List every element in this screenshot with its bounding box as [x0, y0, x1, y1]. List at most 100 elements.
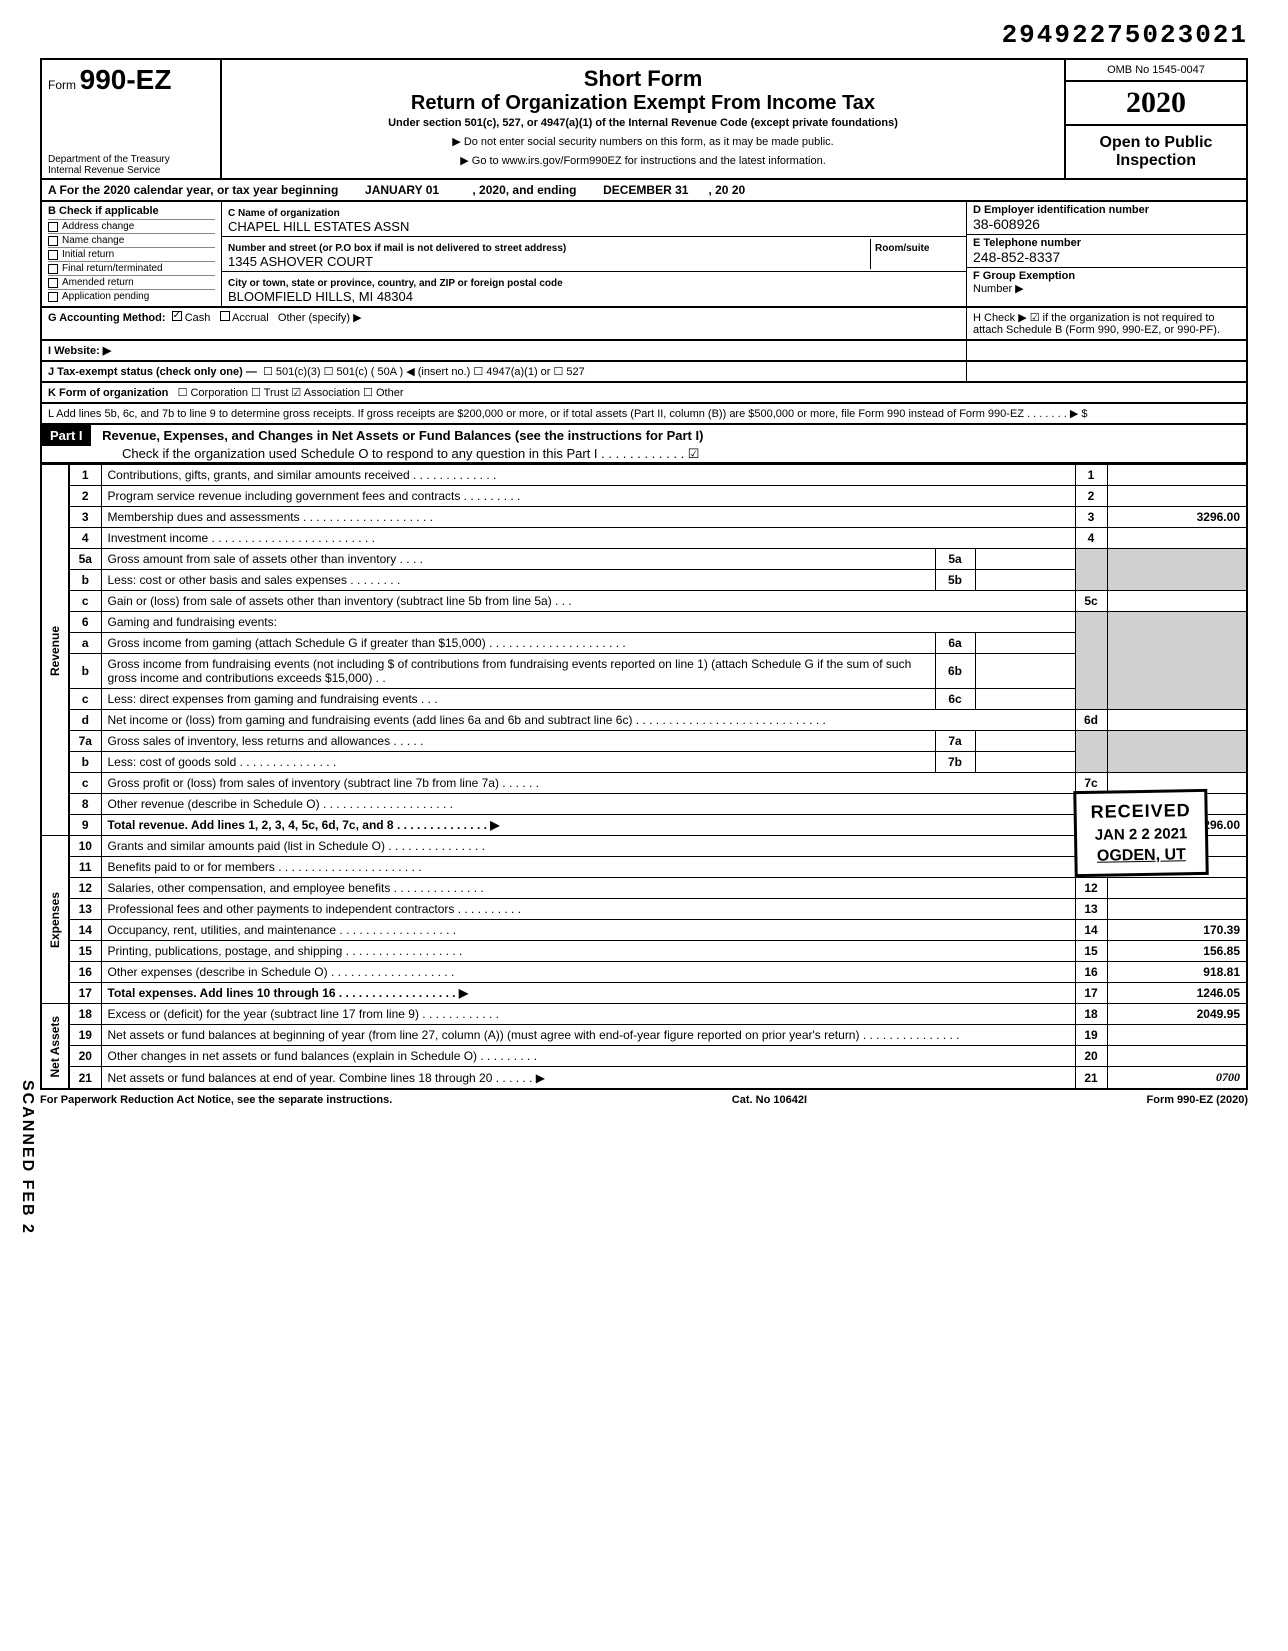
open-to-public: Open to Public Inspection — [1066, 126, 1246, 178]
l15-num: 15 — [69, 941, 101, 962]
l19-desc: Net assets or fund balances at beginning… — [101, 1025, 1075, 1046]
period-mid: , 2020, and ending — [472, 183, 576, 197]
l1-amt[interactable] — [1107, 465, 1247, 486]
l10-num: 10 — [69, 836, 101, 857]
l5c-num: c — [69, 591, 101, 612]
l17-num: 17 — [69, 983, 101, 1004]
l7c-desc: Gross profit or (loss) from sales of inv… — [101, 773, 1075, 794]
l4-amt[interactable] — [1107, 528, 1247, 549]
d-label: D Employer identification number — [973, 204, 1149, 216]
l7b-sn: 7b — [935, 752, 975, 773]
l5b-sv[interactable] — [975, 570, 1075, 591]
l5b-desc: Less: cost or other basis and sales expe… — [101, 570, 935, 591]
footer-right: Form 990-EZ (2020) — [1147, 1094, 1248, 1106]
chk-pending-label: Application pending — [62, 291, 149, 302]
l12-amt[interactable] — [1107, 878, 1247, 899]
i-row: I Website: ▶ — [40, 341, 1248, 362]
chk-address[interactable] — [48, 222, 58, 232]
l19-amt[interactable] — [1107, 1025, 1247, 1046]
l5c-amt[interactable] — [1107, 591, 1247, 612]
l19-num: 19 — [69, 1025, 101, 1046]
l14-amt[interactable]: 170.39 — [1107, 920, 1247, 941]
l1-desc: Contributions, gifts, grants, and simila… — [101, 465, 1075, 486]
form-number: 990-EZ — [80, 64, 172, 95]
received-stamp: RECEIVED JAN 2 2 2021 OGDEN, UT — [1073, 789, 1209, 877]
period-end: DECEMBER 31 — [603, 183, 688, 197]
g-label: G Accounting Method: — [48, 312, 166, 324]
l8-desc: Other revenue (describe in Schedule O) .… — [101, 794, 1075, 815]
l5a-num: 5a — [69, 549, 101, 570]
chk-final[interactable] — [48, 264, 58, 274]
l9-desc: Total revenue. Add lines 1, 2, 3, 4, 5c,… — [101, 815, 1075, 836]
chk-initial[interactable] — [48, 250, 58, 260]
chk-accrual[interactable] — [220, 311, 230, 321]
l7a-sv[interactable] — [975, 731, 1075, 752]
l1-ln: 1 — [1075, 465, 1107, 486]
l12-num: 12 — [69, 878, 101, 899]
dept-irs: Internal Revenue Service — [48, 165, 170, 176]
footer-left: For Paperwork Reduction Act Notice, see … — [40, 1094, 392, 1106]
l7a-sn: 7a — [935, 731, 975, 752]
chk-amended[interactable] — [48, 278, 58, 288]
b-check-header: B Check if applicable — [48, 205, 215, 217]
subtitle: Under section 501(c), 527, or 4947(a)(1)… — [232, 117, 1054, 129]
l5b-num: b — [69, 570, 101, 591]
form-header: Form 990-EZ Department of the Treasury I… — [40, 58, 1248, 180]
l18-amt[interactable]: 2049.95 — [1107, 1004, 1247, 1025]
l20-desc: Other changes in net assets or fund bala… — [101, 1046, 1075, 1067]
addr-label: Number and street (or P.O box if mail is… — [228, 243, 566, 254]
l14-num: 14 — [69, 920, 101, 941]
e-label: E Telephone number — [973, 237, 1081, 249]
org-address: 1345 ASHOVER COURT — [228, 254, 373, 269]
l15-amt[interactable]: 156.85 — [1107, 941, 1247, 962]
period-a-label: A For the 2020 calendar year, or tax yea… — [48, 183, 338, 197]
k-row: K Form of organization ☐ Corporation ☐ T… — [40, 383, 1248, 404]
part1-header: Part I Revenue, Expenses, and Changes in… — [40, 425, 1248, 464]
org-city: BLOOMFIELD HILLS, MI 48304 — [228, 289, 413, 304]
document-number: 29492275023021 — [40, 20, 1248, 50]
tax-year: 2020 — [1066, 82, 1246, 126]
l6-num: 6 — [69, 612, 101, 633]
l10-desc: Grants and similar amounts paid (list in… — [101, 836, 1075, 857]
l6c-sv[interactable] — [975, 689, 1075, 710]
l5c-desc: Gain or (loss) from sale of assets other… — [101, 591, 1075, 612]
chk-cash[interactable] — [172, 311, 182, 321]
j-label: J Tax-exempt status (check only one) — — [48, 366, 257, 378]
l6a-sv[interactable] — [975, 633, 1075, 654]
k-label: K Form of organization — [48, 387, 168, 399]
l16-num: 16 — [69, 962, 101, 983]
l5a-sn: 5a — [935, 549, 975, 570]
l15-desc: Printing, publications, postage, and shi… — [101, 941, 1075, 962]
chk-pending[interactable] — [48, 292, 58, 302]
l20-num: 20 — [69, 1046, 101, 1067]
l7b-sv[interactable] — [975, 752, 1075, 773]
chk-final-label: Final return/terminated — [62, 263, 163, 274]
l21-amt[interactable]: 0700 — [1107, 1067, 1247, 1090]
l16-amt[interactable]: 918.81 — [1107, 962, 1247, 983]
side-expenses: Expenses — [41, 836, 69, 1004]
l18-num: 18 — [69, 1004, 101, 1025]
l13-amt[interactable] — [1107, 899, 1247, 920]
l11-num: 11 — [69, 857, 101, 878]
f-label: F Group Exemption — [973, 270, 1075, 282]
return-title: Return of Organization Exempt From Incom… — [232, 92, 1054, 115]
l6d-amt[interactable] — [1107, 710, 1247, 731]
l6d-ln: 6d — [1075, 710, 1107, 731]
l5a-sv[interactable] — [975, 549, 1075, 570]
l2-amt[interactable] — [1107, 486, 1247, 507]
l3-amt[interactable]: 3296.00 — [1107, 507, 1247, 528]
page-footer: For Paperwork Reduction Act Notice, see … — [40, 1094, 1248, 1106]
l13-num: 13 — [69, 899, 101, 920]
l17-amt[interactable]: 1246.05 — [1107, 983, 1247, 1004]
goto-link: ▶ Go to www.irs.gov/Form990EZ for instru… — [232, 154, 1054, 167]
l6b-sv[interactable] — [975, 654, 1075, 689]
dept-treasury: Department of the Treasury — [48, 154, 170, 165]
l5a-desc: Gross amount from sale of assets other t… — [101, 549, 935, 570]
l20-amt[interactable] — [1107, 1046, 1247, 1067]
footer-mid: Cat. No 10642I — [732, 1094, 807, 1106]
l21-num: 21 — [69, 1067, 101, 1090]
identity-block: B Check if applicable Address change Nam… — [40, 202, 1248, 308]
l6b-num: b — [69, 654, 101, 689]
omb-number: OMB No 1545-0047 — [1066, 60, 1246, 82]
chk-name[interactable] — [48, 236, 58, 246]
